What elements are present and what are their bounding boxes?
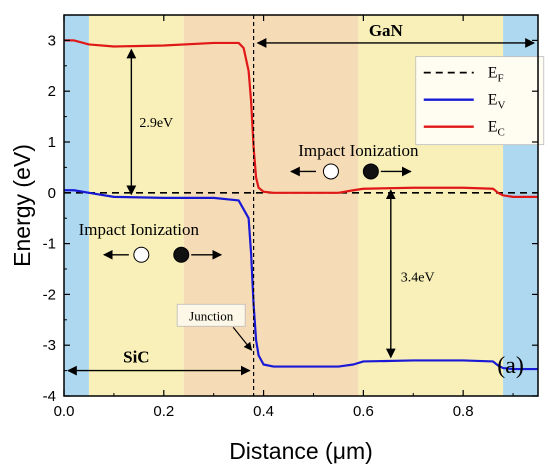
region-band-0 <box>64 15 89 396</box>
hole-right <box>322 163 339 180</box>
legend-label-subscript: F <box>498 73 504 85</box>
series-line-e-v <box>64 189 538 371</box>
impact-ionization-right-label: Impact Ionization <box>298 141 419 160</box>
sic-label: SiC <box>123 348 149 367</box>
y-tick-label-0: 3 <box>48 32 56 49</box>
legend-label-subscript: C <box>498 127 505 139</box>
sic-bandgap-label: 2.9eV <box>139 116 173 131</box>
axes: 0.0 0.2 0.4 0.6 0.8 3 2 1 0 -1 -2 -3 -4 <box>43 15 538 420</box>
y-tick-label-3: 0 <box>48 185 56 202</box>
y-tick-label-6: -3 <box>43 337 56 354</box>
x-tick-label-3: 0.6 <box>353 403 374 420</box>
gan-label: GaN <box>369 21 404 40</box>
x-tick-label-0: 0.0 <box>54 403 75 420</box>
junction-label-box <box>176 303 246 327</box>
x-tick-label-4: 0.8 <box>453 403 474 420</box>
region-band-1 <box>88 15 184 396</box>
x-tick-label-2: 0.4 <box>253 403 274 420</box>
gan-bandgap-label: 3.4eV <box>401 271 435 286</box>
legend-label-e-f: EF <box>488 65 504 85</box>
plot-frame <box>63 14 539 397</box>
hole-left <box>133 246 150 263</box>
electron-left <box>173 246 190 263</box>
legend-label-e-v: EV <box>488 92 506 112</box>
junction-pointer-arrow <box>232 326 253 351</box>
legend-label-subscript: V <box>498 100 506 112</box>
band-series <box>64 39 538 371</box>
x-tick-label-1: 0.2 <box>153 403 174 420</box>
annotations: GaN SiC 2.9eV 3.4eV Impact Ionization Impact … <box>67 21 535 376</box>
y-tick-label-4: -1 <box>43 236 56 253</box>
y-axis-title: Energy (eV) <box>9 144 35 267</box>
x-axis-title: Distance (μm) <box>229 438 373 464</box>
electron-right <box>362 163 379 180</box>
legend-label-base: E <box>488 92 498 109</box>
legend-label-e-c: EC <box>488 119 505 139</box>
region-band-2 <box>183 15 359 396</box>
y-tick-label-1: 2 <box>48 83 56 100</box>
series-line-e-c <box>64 39 538 198</box>
junction-label: Junction <box>189 308 234 323</box>
impact-ionization-left-label: Impact Ionization <box>79 220 200 239</box>
legend-label-base: E <box>488 65 498 82</box>
y-tick-label-5: -2 <box>43 286 56 303</box>
legend-label-base: E <box>488 119 498 136</box>
y-tick-label-2: 1 <box>48 134 56 151</box>
y-tick-label-7: -4 <box>43 388 56 405</box>
panel-label: (a) <box>497 353 524 379</box>
